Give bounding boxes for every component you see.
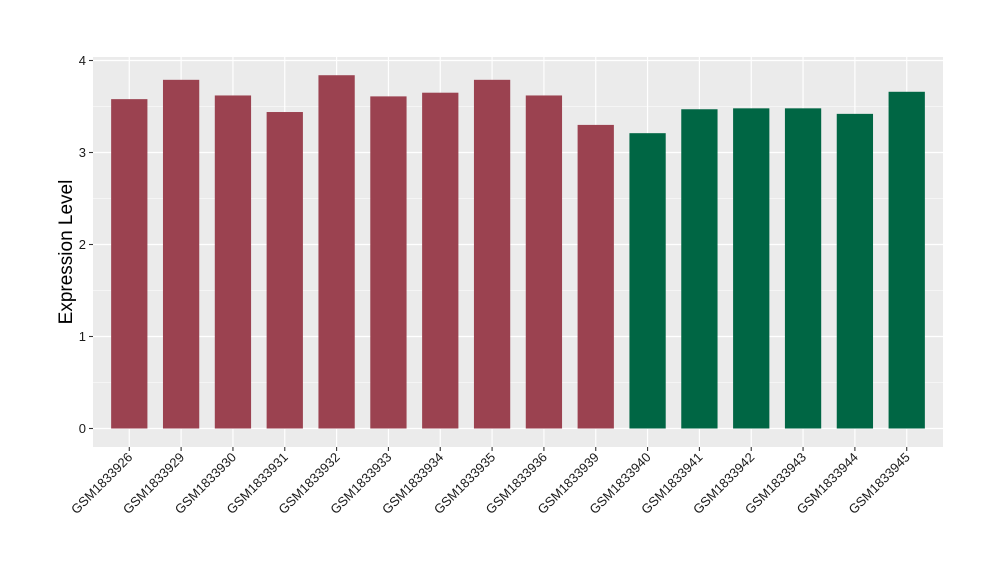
- bar-series: [111, 75, 925, 429]
- y-tick-label: 1: [79, 329, 86, 344]
- bar: [214, 95, 252, 429]
- bar: [836, 113, 874, 429]
- y-axis: 0 1 2 3 4: [79, 53, 93, 436]
- bar: [111, 99, 148, 429]
- bar: [784, 108, 822, 429]
- bar: [266, 112, 303, 429]
- y-tick-label: 3: [79, 145, 86, 160]
- bar: [422, 92, 459, 429]
- bar: [162, 79, 200, 429]
- bar: [888, 91, 925, 429]
- y-axis-title: Expression Level: [56, 180, 77, 325]
- bar: [318, 75, 355, 429]
- y-tick-label: 0: [79, 421, 86, 436]
- y-tick-label: 2: [79, 237, 86, 252]
- y-tick-label: 4: [79, 53, 86, 68]
- bar: [629, 133, 666, 429]
- bar: [525, 95, 563, 429]
- bar: [681, 109, 718, 429]
- bar: [733, 108, 770, 429]
- bar: [473, 79, 511, 429]
- bar: [370, 96, 407, 429]
- bar: [577, 124, 614, 429]
- x-axis: GSM1833926GSM1833929GSM1833930GSM1833931…: [68, 447, 913, 517]
